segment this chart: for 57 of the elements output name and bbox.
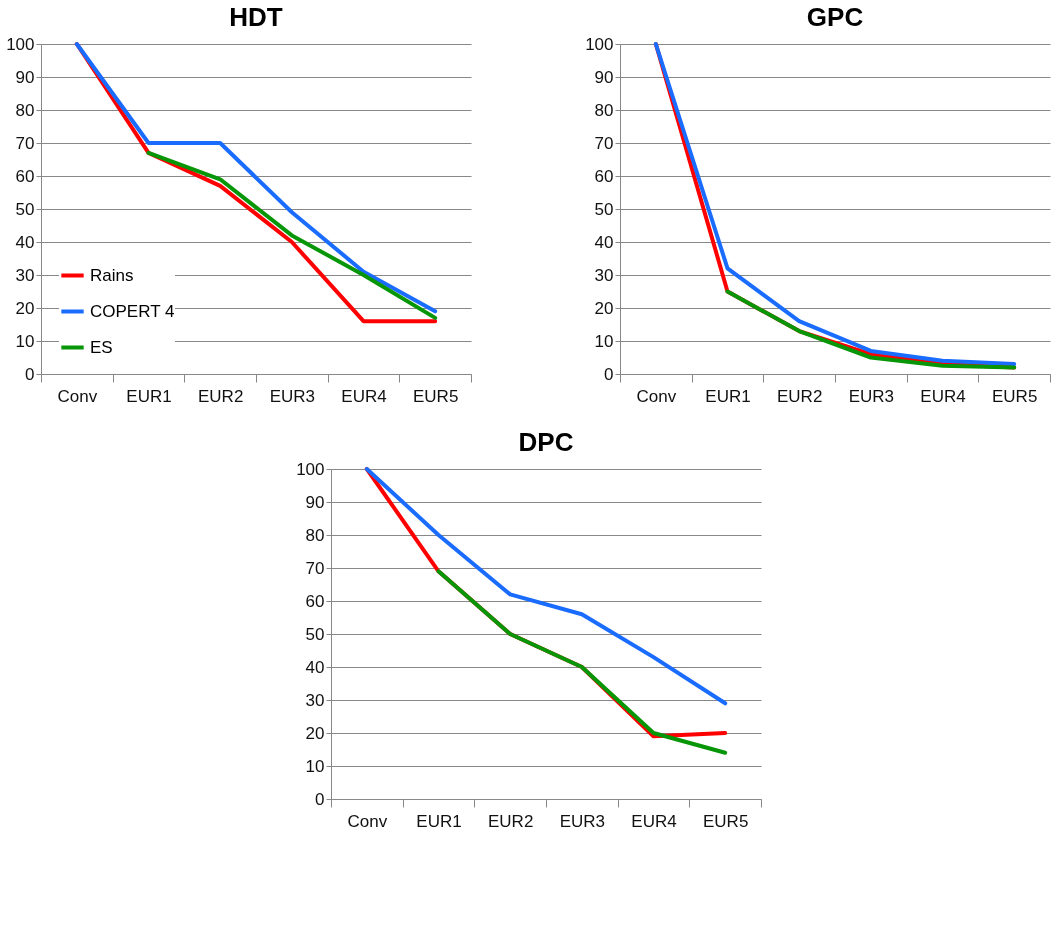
y-tick-label: 20 [15, 298, 35, 318]
x-tick-label: EUR5 [412, 386, 459, 406]
x-tick-label: Conv [57, 386, 98, 406]
x-tick-label: EUR1 [415, 811, 462, 831]
y-tick-label: 100 [6, 34, 35, 54]
chart-title: DPC [518, 427, 574, 457]
x-tick-label: EUR2 [487, 811, 533, 831]
y-tick-label: 30 [594, 265, 614, 285]
y-tick-label: 30 [15, 265, 35, 285]
y-tick-label: 80 [15, 100, 35, 120]
y-tick-label: 60 [305, 591, 324, 611]
x-tick-label: EUR1 [705, 386, 751, 406]
y-tick-label: 60 [594, 166, 614, 186]
x-tick-label: EUR3 [269, 386, 316, 406]
y-tick-label: 20 [305, 723, 324, 743]
x-tick-label: EUR4 [341, 386, 387, 406]
y-tick-label: 90 [594, 67, 614, 87]
y-tick-label: 60 [15, 166, 35, 186]
y-tick-label: 40 [305, 657, 324, 677]
x-tick-label: EUR4 [920, 386, 966, 406]
y-tick-label: 80 [594, 100, 614, 120]
y-tick-label: 0 [314, 789, 324, 809]
y-tick-label: 90 [305, 492, 324, 512]
x-tick-label: Conv [636, 386, 677, 406]
y-tick-label: 0 [25, 364, 35, 384]
y-tick-label: 50 [15, 199, 35, 219]
y-tick-label: 20 [594, 298, 614, 318]
y-tick-label: 100 [295, 459, 324, 479]
y-tick-label: 80 [305, 525, 324, 545]
x-tick-label: Conv [346, 811, 388, 831]
legend-label: COPERT 4 [90, 301, 175, 321]
y-tick-label: 100 [585, 34, 614, 54]
y-tick-label: 70 [594, 133, 614, 153]
x-tick-label: EUR2 [197, 386, 244, 406]
y-tick-label: 50 [305, 624, 324, 644]
y-tick-label: 10 [594, 331, 614, 351]
x-tick-label: EUR1 [126, 386, 172, 406]
y-tick-label: 10 [15, 331, 35, 351]
y-tick-label: 40 [594, 232, 614, 252]
y-tick-label: 90 [15, 67, 35, 87]
y-tick-label: 70 [305, 558, 324, 578]
y-tick-label: 30 [305, 690, 324, 710]
y-tick-label: 70 [15, 133, 35, 153]
x-tick-label: EUR3 [559, 811, 605, 831]
chart-title: HDT [229, 2, 283, 32]
y-tick-label: 0 [604, 364, 614, 384]
legend-label: ES [90, 337, 113, 357]
chart-title: GPC [806, 2, 864, 32]
x-tick-label: EUR4 [630, 811, 677, 831]
legend-label: Rains [90, 265, 134, 285]
y-tick-label: 10 [305, 756, 324, 776]
x-tick-label: EUR5 [991, 386, 1038, 406]
x-tick-label: EUR2 [776, 386, 823, 406]
x-tick-label: EUR3 [848, 386, 895, 406]
x-tick-label: EUR5 [702, 811, 748, 831]
y-tick-label: 40 [15, 232, 35, 252]
y-tick-label: 50 [594, 199, 614, 219]
